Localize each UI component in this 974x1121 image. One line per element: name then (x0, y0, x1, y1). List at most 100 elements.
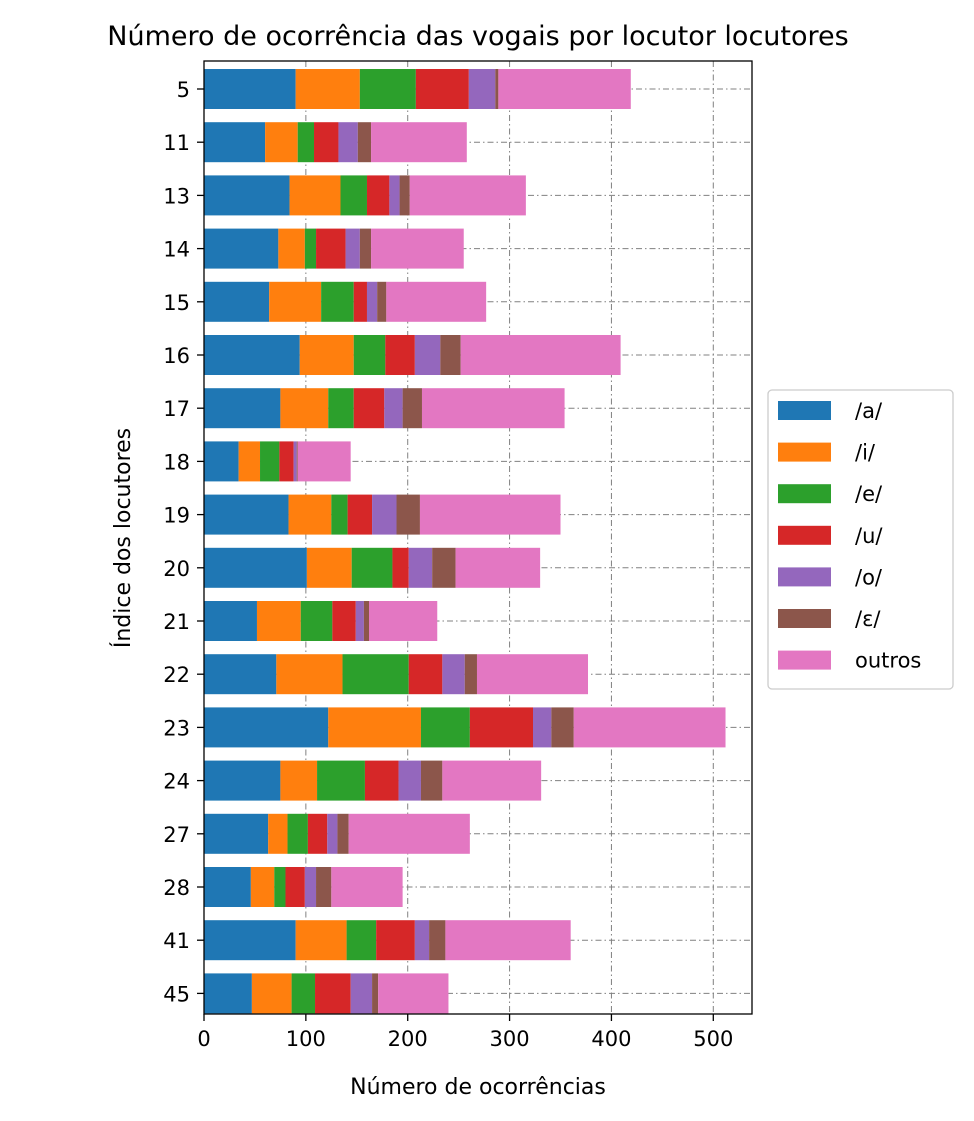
y-tick-label: 28 (163, 876, 190, 900)
bar-segment (359, 228, 372, 269)
y-tick-label: 14 (163, 238, 190, 262)
bar-segment (204, 122, 266, 163)
bar-segment (204, 441, 239, 482)
bar-segment (204, 547, 307, 588)
bar-segment (278, 228, 305, 269)
bar-segment (268, 813, 288, 854)
y-axis-label: Índice dos locutores (110, 428, 136, 648)
bar-segment (296, 441, 298, 482)
y-tick-label: 21 (163, 610, 190, 634)
bar-segment (300, 601, 333, 641)
x-tick-label: 500 (693, 1027, 733, 1051)
y-tick-label: 45 (163, 982, 190, 1006)
y-tick-label: 16 (163, 344, 190, 368)
bar-segment (256, 601, 301, 641)
bar-segment (307, 813, 328, 854)
bar-segment (353, 388, 385, 429)
bar-segment (398, 760, 421, 801)
legend-label: outros (855, 649, 921, 673)
bar-segment (353, 335, 386, 375)
bar-segment (348, 813, 470, 854)
legend-swatch (778, 484, 831, 504)
bar-segment (315, 973, 351, 1014)
bar-segment (287, 813, 308, 854)
bar-segment (331, 867, 403, 907)
y-tick-label: 18 (163, 450, 190, 474)
bar-segment (357, 122, 372, 163)
bar-segment (279, 441, 294, 482)
bar-segment (297, 441, 351, 482)
bar-segment (314, 122, 339, 163)
bar-segment (385, 335, 415, 375)
bar-segment (204, 335, 300, 375)
legend-label: /ɛ/ (855, 607, 881, 631)
bar-segment (440, 335, 461, 375)
bar-segment (533, 707, 552, 748)
bar-segment (389, 175, 400, 216)
bar-segment (468, 69, 496, 109)
y-tick-label: 23 (163, 716, 190, 740)
x-tick-label: 200 (388, 1027, 428, 1051)
bar-segment (204, 601, 257, 641)
bar-segment (340, 175, 367, 216)
bar-segment (364, 760, 399, 801)
bar-segment (291, 973, 316, 1014)
bar-segment (372, 494, 397, 535)
bar-segment (289, 175, 341, 216)
bar-segment (204, 760, 281, 801)
x-tick-label: 300 (490, 1027, 530, 1051)
bar-segment (204, 867, 251, 907)
bar-segment (408, 654, 443, 695)
bar-segment (432, 547, 456, 588)
bar-segment (429, 920, 446, 961)
y-tick-label: 24 (163, 770, 190, 794)
bar-segment (371, 122, 467, 163)
bar-segment (402, 388, 422, 429)
bar-segment (442, 760, 542, 801)
bar-segment (376, 920, 415, 961)
y-tick-label: 20 (163, 557, 190, 581)
bar-segment (204, 707, 329, 748)
legend-swatch (778, 401, 831, 420)
bar-segment (204, 69, 296, 109)
y-axis-ticks: 5 11 13 14 15 16 17 18 19 20 21 22 23 24 27 28 41 45 (163, 78, 204, 1006)
legend: /a/ /i/ /e/ /u/ /o/ /ɛ/outros (767, 389, 954, 690)
bar-segment (280, 388, 329, 429)
y-tick-label: 19 (163, 504, 190, 528)
bar-segment (384, 388, 403, 429)
bar-segment (464, 654, 477, 695)
bar-segment (414, 335, 441, 375)
bar-segment (293, 441, 297, 482)
bar-segment (498, 69, 631, 109)
bar-segment (306, 547, 352, 588)
bar-segment (408, 547, 433, 588)
y-tick-label: 15 (163, 291, 190, 315)
bar-segment (204, 973, 252, 1014)
bar-segment (204, 494, 289, 535)
bar-segment (372, 973, 379, 1014)
bar-segment (332, 601, 356, 641)
bar-segment (445, 920, 571, 961)
bar-segment (419, 494, 561, 535)
bar-segment (351, 547, 393, 588)
bar-segment (396, 494, 420, 535)
bar-segment (378, 973, 449, 1014)
bar-segment (285, 867, 305, 907)
bar-segment (276, 654, 343, 695)
bar-segment (442, 654, 465, 695)
bar-segment (316, 228, 346, 269)
bar-segment (317, 760, 365, 801)
y-tick-label: 27 (163, 823, 190, 847)
bars (204, 69, 726, 1014)
bar-segment (304, 228, 317, 269)
bar-segment (460, 335, 621, 375)
bar-segment (204, 654, 277, 695)
legend-swatch (778, 650, 831, 670)
legend-label: /u/ (855, 524, 883, 548)
bar-segment (421, 388, 565, 429)
bar-segment (238, 441, 261, 482)
bar-segment (328, 388, 354, 429)
y-tick-label: 22 (163, 663, 190, 687)
bar-segment (476, 654, 589, 695)
bar-segment (331, 494, 348, 535)
